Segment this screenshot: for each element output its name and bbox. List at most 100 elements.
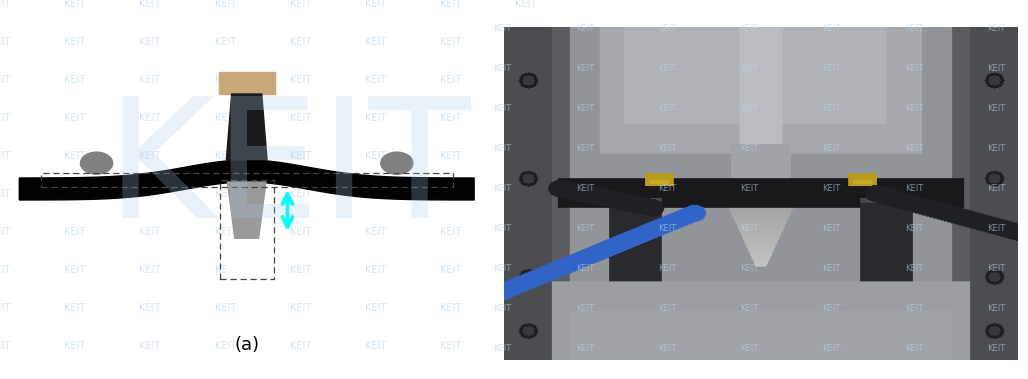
Text: KEIT: KEIT — [365, 227, 386, 237]
Polygon shape — [227, 182, 266, 239]
Text: KEIT: KEIT — [740, 64, 759, 73]
Text: KEIT: KEIT — [905, 24, 923, 33]
Text: KEIT: KEIT — [515, 113, 537, 123]
Text: KEIT: KEIT — [658, 264, 676, 273]
Text: KEIT: KEIT — [65, 265, 85, 275]
Text: KEIT: KEIT — [493, 104, 512, 113]
Text: KEIT: KEIT — [440, 75, 461, 85]
Text: KEIT: KEIT — [65, 189, 85, 199]
Text: KEIT: KEIT — [65, 303, 85, 313]
Text: KEIT: KEIT — [440, 0, 461, 9]
Text: KEIT: KEIT — [440, 227, 461, 237]
Polygon shape — [20, 160, 474, 200]
Text: KEIT: KEIT — [740, 304, 759, 313]
Text: KEIT: KEIT — [0, 0, 10, 9]
Text: KEIT: KEIT — [515, 341, 537, 351]
Text: KEIT: KEIT — [0, 151, 10, 161]
Text: KEIT: KEIT — [140, 265, 160, 275]
Text: KEIT: KEIT — [0, 265, 10, 275]
Text: KEIT: KEIT — [515, 189, 537, 199]
Text: KEIT: KEIT — [440, 113, 461, 123]
Text: KEIT: KEIT — [365, 265, 386, 275]
Text: KEIT: KEIT — [658, 24, 676, 33]
Text: KEIT: KEIT — [290, 151, 310, 161]
Text: KEIT: KEIT — [0, 341, 10, 351]
Text: KEIT: KEIT — [215, 303, 235, 313]
Text: KEIT: KEIT — [365, 0, 386, 9]
Text: KEIT: KEIT — [515, 75, 537, 85]
Text: KEIT: KEIT — [905, 64, 923, 73]
Text: KEIT: KEIT — [290, 113, 310, 123]
Text: (a): (a) — [234, 336, 259, 354]
Text: KEIT: KEIT — [493, 64, 512, 73]
Text: KEIT: KEIT — [440, 189, 461, 199]
Bar — [226, 239, 267, 277]
Text: KEIT: KEIT — [987, 184, 1005, 193]
Text: KEIT: KEIT — [905, 224, 923, 233]
Text: KEIT: KEIT — [905, 144, 923, 153]
Text: KEIT: KEIT — [290, 341, 310, 351]
Text: KEIT: KEIT — [822, 104, 841, 113]
Text: KEIT: KEIT — [0, 303, 10, 313]
Text: KEIT: KEIT — [140, 0, 160, 9]
Text: KEIT: KEIT — [140, 151, 160, 161]
Text: KEIT: KEIT — [215, 37, 235, 47]
Text: KEIT: KEIT — [658, 144, 676, 153]
Text: KEIT: KEIT — [515, 151, 537, 161]
Text: KEIT: KEIT — [658, 64, 676, 73]
Text: KEIT: KEIT — [290, 75, 310, 85]
Text: KEIT: KEIT — [515, 227, 537, 237]
Text: KEIT: KEIT — [365, 37, 386, 47]
Text: KEIT: KEIT — [740, 144, 759, 153]
Text: KEIT: KEIT — [905, 104, 923, 113]
Text: KEIT: KEIT — [987, 345, 1005, 353]
Text: KEIT: KEIT — [905, 264, 923, 273]
Text: KEIT: KEIT — [493, 24, 512, 33]
Text: KEIT: KEIT — [822, 24, 841, 33]
Text: KEIT: KEIT — [290, 265, 310, 275]
Text: KEIT: KEIT — [65, 227, 85, 237]
Text: KEIT: KEIT — [493, 345, 512, 353]
Text: KEIT: KEIT — [740, 24, 759, 33]
Text: KEIT: KEIT — [140, 303, 160, 313]
Text: KEIT: KEIT — [215, 75, 235, 85]
Text: KEIT: KEIT — [215, 113, 235, 123]
Bar — [219, 72, 274, 94]
Text: KEIT: KEIT — [290, 303, 310, 313]
Text: KEIT: KEIT — [0, 113, 10, 123]
Text: KEIT: KEIT — [493, 144, 512, 153]
Text: KEIT: KEIT — [0, 75, 10, 85]
Text: KEIT: KEIT — [65, 0, 85, 9]
Text: KEIT: KEIT — [987, 24, 1005, 33]
Text: KEIT: KEIT — [140, 75, 160, 85]
Text: KEIT: KEIT — [576, 345, 594, 353]
Text: KEIT: KEIT — [576, 144, 594, 153]
Text: KEIT: KEIT — [215, 189, 235, 199]
Text: KEIT: KEIT — [822, 304, 841, 313]
Text: KEIT: KEIT — [140, 113, 160, 123]
Text: KEIT: KEIT — [576, 224, 594, 233]
Text: KEIT: KEIT — [515, 265, 537, 275]
Text: KEIT: KEIT — [290, 37, 310, 47]
Text: KEIT: KEIT — [440, 151, 461, 161]
Text: KEIT: KEIT — [905, 345, 923, 353]
Text: KEIT: KEIT — [365, 189, 386, 199]
Text: KEIT: KEIT — [576, 304, 594, 313]
Text: KEIT: KEIT — [658, 224, 676, 233]
Text: KEIT: KEIT — [515, 0, 537, 9]
Text: KEIT: KEIT — [215, 151, 235, 161]
Text: KEIT: KEIT — [576, 104, 594, 113]
Text: KEIT: KEIT — [905, 304, 923, 313]
Polygon shape — [226, 94, 267, 160]
Text: KEIT: KEIT — [365, 113, 386, 123]
Text: KEIT: KEIT — [905, 184, 923, 193]
Text: KEIT: KEIT — [822, 184, 841, 193]
Text: KEIT: KEIT — [365, 75, 386, 85]
Text: KEIT: KEIT — [658, 345, 676, 353]
Text: KEIT: KEIT — [65, 151, 85, 161]
Text: KEIT: KEIT — [658, 304, 676, 313]
Text: KEIT: KEIT — [987, 64, 1005, 73]
Text: KEIT: KEIT — [740, 184, 759, 193]
Text: KEIT: KEIT — [576, 24, 594, 33]
Text: KEIT: KEIT — [215, 0, 235, 9]
